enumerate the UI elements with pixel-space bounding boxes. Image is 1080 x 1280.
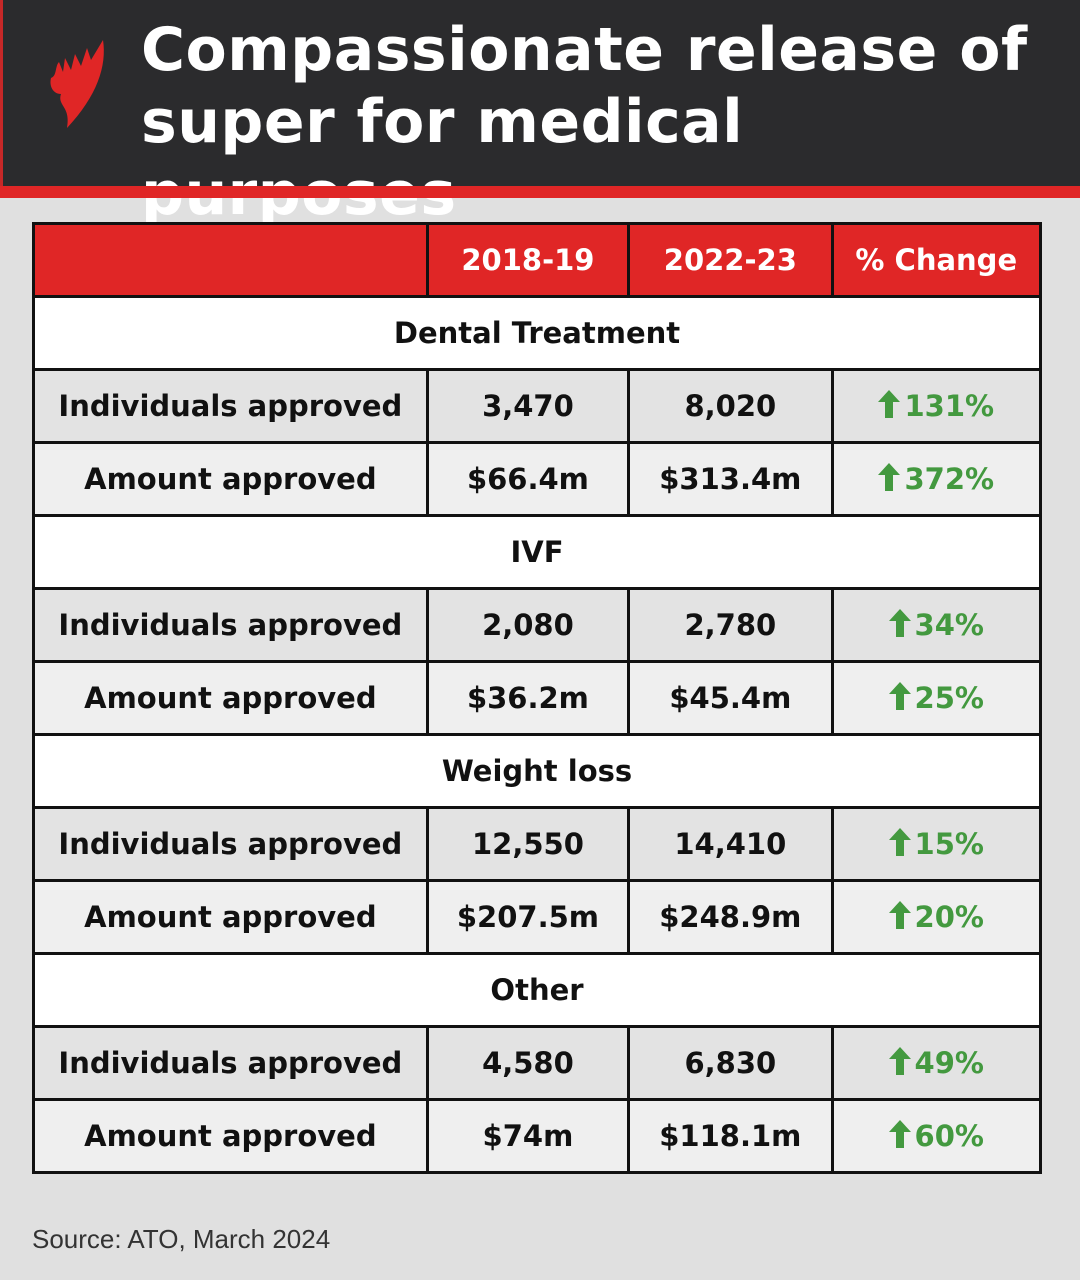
section-title: Dental Treatment [32, 295, 1042, 371]
value-2022-23: $118.1m [627, 1098, 834, 1174]
data-table: 2018-19 2022-23 % Change Dental Treatmen… [32, 222, 1043, 1174]
value-2018-19: $74m [425, 1098, 631, 1174]
percent-change-value: 34% [914, 608, 984, 642]
value-2018-19: $66.4m [425, 441, 631, 517]
percent-change: 131% [830, 368, 1043, 444]
header-divider [0, 186, 1080, 198]
row-label: Individuals approved [32, 587, 429, 663]
arrow-up-icon [888, 1047, 911, 1075]
arrow-up-icon [888, 1120, 911, 1148]
section-row: Weight loss [32, 733, 1042, 809]
row-label: Amount approved [32, 441, 429, 517]
percent-change-value: 15% [914, 827, 984, 861]
value-2022-23: 6,830 [627, 1025, 834, 1101]
value-2022-23: $248.9m [627, 879, 834, 955]
percent-change-value: 49% [914, 1046, 984, 1080]
arrow-up-icon [878, 390, 901, 418]
value-2018-19: 12,550 [425, 806, 631, 882]
arrow-up-icon [888, 901, 911, 929]
value-2018-19: $207.5m [425, 879, 631, 955]
sbs-logo-icon [50, 40, 104, 128]
column-header-2018-19: 2018-19 [425, 222, 631, 298]
row-label: Amount approved [32, 879, 429, 955]
table-row: Amount approved $36.2m $45.4m 25% [32, 660, 1043, 736]
row-label: Individuals approved [32, 368, 429, 444]
arrow-up-icon [888, 828, 911, 856]
table-row: Individuals approved 3,470 8,020 131% [32, 368, 1043, 444]
section-title: Other [32, 952, 1042, 1028]
source-note: Source: ATO, March 2024 [32, 1224, 331, 1254]
value-2018-19: 4,580 [425, 1025, 631, 1101]
section-title: IVF [32, 514, 1042, 590]
column-header-change: % Change [830, 222, 1043, 298]
section-row: Other [32, 952, 1042, 1028]
value-2022-23: $45.4m [627, 660, 834, 736]
arrow-up-icon [888, 682, 911, 710]
percent-change-value: 25% [914, 681, 984, 715]
percent-change: 60% [830, 1098, 1043, 1174]
percent-change: 15% [830, 806, 1043, 882]
value-2022-23: $313.4m [627, 441, 834, 517]
percent-change: 49% [830, 1025, 1043, 1101]
table-row: Amount approved $74m $118.1m 60% [32, 1098, 1043, 1174]
row-label: Amount approved [32, 660, 429, 736]
percent-change: 25% [830, 660, 1043, 736]
row-label: Individuals approved [32, 1025, 429, 1101]
percent-change-value: 372% [904, 462, 995, 496]
percent-change-value: 60% [914, 1119, 984, 1153]
percent-change-value: 131% [904, 389, 995, 423]
row-label: Amount approved [32, 1098, 429, 1174]
header-banner: Compassionate release of super for medic… [0, 0, 1080, 229]
arrow-up-icon [888, 609, 911, 637]
table-row: Individuals approved 4,580 6,830 49% [32, 1025, 1043, 1101]
section-row: Dental Treatment [32, 295, 1042, 371]
value-2022-23: 2,780 [627, 587, 834, 663]
section-row: IVF [32, 514, 1042, 590]
value-2022-23: 8,020 [627, 368, 834, 444]
row-label: Individuals approved [32, 806, 429, 882]
table-row: Amount approved $66.4m $313.4m 372% [32, 441, 1043, 517]
arrow-up-icon [878, 463, 901, 491]
percent-change-value: 20% [914, 900, 984, 934]
percent-change: 20% [830, 879, 1043, 955]
page-title: Compassionate release of super for medic… [141, 14, 1080, 230]
value-2018-19: $36.2m [425, 660, 631, 736]
column-header-label [32, 222, 429, 298]
value-2022-23: 14,410 [627, 806, 834, 882]
column-header-2022-23: 2022-23 [627, 222, 834, 298]
value-2018-19: 3,470 [425, 368, 631, 444]
title-line-1: Compassionate release of [141, 15, 1028, 85]
percent-change: 372% [830, 441, 1043, 517]
value-2018-19: 2,080 [425, 587, 631, 663]
section-title: Weight loss [32, 733, 1042, 809]
table-row: Individuals approved 2,080 2,780 34% [32, 587, 1043, 663]
table-header-row: 2018-19 2022-23 % Change [32, 222, 1043, 298]
percent-change: 34% [830, 587, 1043, 663]
table-row: Amount approved $207.5m $248.9m 20% [32, 879, 1043, 955]
table-row: Individuals approved 12,550 14,410 15% [32, 806, 1043, 882]
title-line-2: super for medical purposes [141, 87, 744, 229]
